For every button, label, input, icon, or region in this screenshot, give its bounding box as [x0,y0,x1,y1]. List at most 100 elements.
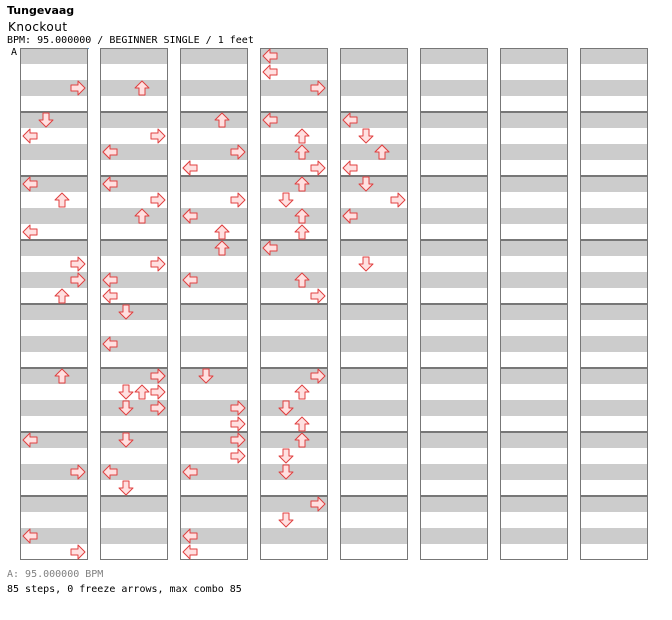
measure-block [500,112,568,176]
up-arrow-icon [294,176,310,192]
down-arrow-icon [278,400,294,416]
measure-block [580,368,648,432]
up-arrow-icon [134,384,150,400]
measure-block [100,496,168,560]
down-arrow-icon [38,112,54,128]
right-arrow-icon [70,544,86,560]
left-arrow-icon [22,528,38,544]
up-arrow-icon [54,368,70,384]
measure-block [20,368,88,432]
up-arrow-icon [294,208,310,224]
up-arrow-icon [294,384,310,400]
up-arrow-icon [294,272,310,288]
up-arrow-icon [54,288,70,304]
measure-block [20,240,88,304]
measure-block [20,48,88,112]
left-arrow-icon [182,528,198,544]
right-arrow-icon [150,384,166,400]
measure-block [580,112,648,176]
measure-block [420,176,488,240]
bpm-legend: A: 95.000000 BPM [7,569,104,580]
down-arrow-icon [278,512,294,528]
measure-block [340,304,408,368]
down-arrow-icon [278,192,294,208]
up-arrow-icon [134,208,150,224]
step-stats: 85 steps, 0 freeze arrows, max combo 85 [7,584,242,595]
right-arrow-icon [150,128,166,144]
chart-info: BPM: 95.000000 / BEGINNER SINGLE / 1 fee… [7,35,254,46]
up-arrow-icon [294,224,310,240]
right-arrow-icon [230,144,246,160]
left-arrow-icon [102,464,118,480]
measure-block [340,48,408,112]
left-arrow-icon [102,144,118,160]
measure-block [340,432,408,496]
up-arrow-icon [374,144,390,160]
measure-block [340,368,408,432]
measure-block [100,176,168,240]
left-arrow-icon [262,48,278,64]
measure-block [100,368,168,432]
measure-block [500,304,568,368]
up-arrow-icon [294,416,310,432]
measure-block [580,496,648,560]
down-arrow-icon [118,480,134,496]
left-arrow-icon [182,464,198,480]
left-arrow-icon [102,336,118,352]
up-arrow-icon [214,224,230,240]
down-arrow-icon [118,384,134,400]
right-arrow-icon [310,160,326,176]
measure-block [580,176,648,240]
measure-block [420,304,488,368]
right-arrow-icon [70,256,86,272]
right-arrow-icon [310,496,326,512]
measure-block [260,304,328,368]
song-artist: Tungevaag [7,4,75,17]
measure-block [420,496,488,560]
left-arrow-icon [342,208,358,224]
left-arrow-icon [22,128,38,144]
measure-block [420,112,488,176]
measure-block [260,368,328,432]
left-arrow-icon [102,272,118,288]
right-arrow-icon [230,192,246,208]
measure-block [580,304,648,368]
left-arrow-icon [262,240,278,256]
left-arrow-icon [342,160,358,176]
right-arrow-icon [150,192,166,208]
left-arrow-icon [22,224,38,240]
left-arrow-icon [182,544,198,560]
right-arrow-icon [70,464,86,480]
left-arrow-icon [262,112,278,128]
left-arrow-icon [182,160,198,176]
measure-block [180,112,248,176]
measure-block [180,48,248,112]
left-arrow-icon [182,272,198,288]
right-arrow-icon [310,80,326,96]
right-arrow-icon [150,256,166,272]
down-arrow-icon [358,176,374,192]
right-arrow-icon [70,80,86,96]
right-arrow-icon [310,368,326,384]
measure-block [420,240,488,304]
down-arrow-icon [198,368,214,384]
measure-block [580,240,648,304]
right-arrow-icon [70,272,86,288]
measure-block [180,432,248,496]
left-arrow-icon [22,432,38,448]
down-arrow-icon [118,400,134,416]
down-arrow-icon [278,464,294,480]
down-arrow-icon [278,448,294,464]
up-arrow-icon [134,80,150,96]
down-arrow-icon [118,432,134,448]
up-arrow-icon [294,128,310,144]
measure-block [500,176,568,240]
measure-block [500,48,568,112]
right-arrow-icon [230,432,246,448]
down-arrow-icon [358,256,374,272]
measure-block [20,112,88,176]
measure-block [420,368,488,432]
measure-block [580,48,648,112]
measure-block [420,48,488,112]
